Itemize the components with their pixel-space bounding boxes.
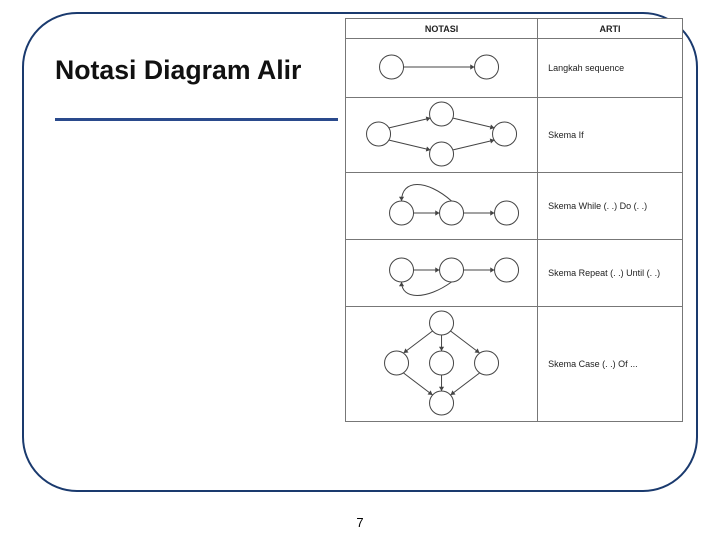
header-notasi: NOTASI — [346, 19, 538, 39]
slide-title: Notasi Diagram Alir — [55, 55, 338, 86]
arti-cell: Skema While (. .) Do (. .) — [538, 173, 683, 240]
arti-cell: Skema Case (. .) Of ... — [538, 307, 683, 422]
table-header-row: NOTASI ARTI — [346, 19, 683, 39]
arti-cell: Skema Repeat (. .) Until (. .) — [538, 240, 683, 307]
table-row: Skema If — [346, 98, 683, 173]
table-row: Skema Case (. .) Of ... — [346, 307, 683, 422]
notasi-cell — [346, 240, 538, 307]
header-arti: ARTI — [538, 19, 683, 39]
arti-cell: Skema If — [538, 98, 683, 173]
page-number: 7 — [0, 515, 720, 530]
table-row: Langkah sequence — [346, 39, 683, 98]
table-row: Skema While (. .) Do (. .) — [346, 173, 683, 240]
arti-cell: Langkah sequence — [538, 39, 683, 98]
notation-table: NOTASI ARTI Langkah sequenceSkema IfSkem… — [345, 18, 683, 422]
title-block: Notasi Diagram Alir — [55, 55, 338, 121]
notasi-cell — [346, 98, 538, 173]
notasi-cell — [346, 39, 538, 98]
notasi-cell — [346, 307, 538, 422]
title-underline — [55, 118, 338, 121]
table-row: Skema Repeat (. .) Until (. .) — [346, 240, 683, 307]
notasi-cell — [346, 173, 538, 240]
